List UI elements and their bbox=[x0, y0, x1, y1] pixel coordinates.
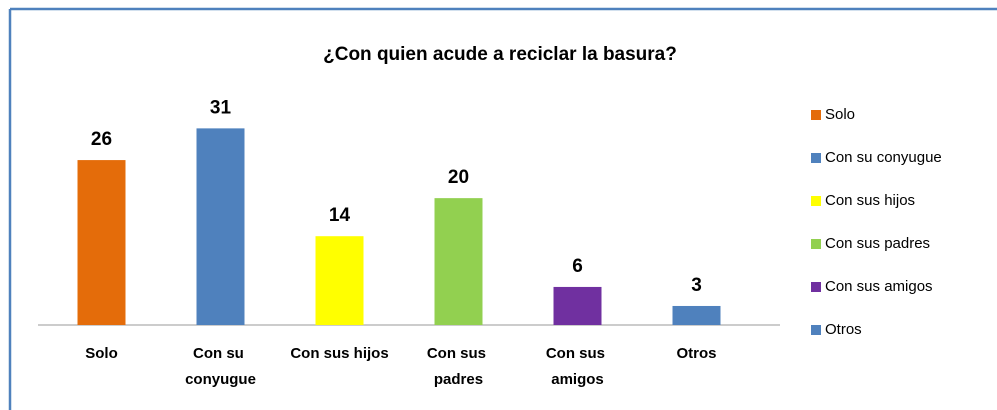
data-label: 14 bbox=[329, 205, 351, 226]
x-tick-label: Con sus hijos bbox=[290, 345, 388, 362]
bar bbox=[77, 160, 126, 325]
bar bbox=[434, 198, 483, 325]
data-label: 20 bbox=[448, 167, 469, 188]
bar bbox=[553, 286, 602, 325]
data-label: 31 bbox=[210, 97, 232, 118]
data-label: 3 bbox=[691, 275, 702, 296]
legend-label: Otros bbox=[825, 321, 862, 338]
bar bbox=[672, 305, 721, 325]
x-tick-label: Con sus padres bbox=[427, 345, 490, 388]
legend-swatch bbox=[811, 282, 821, 292]
chart-title: ¿Con quien acude a reciclar la basura? bbox=[323, 44, 677, 65]
legend-label: Con sus hijos bbox=[825, 192, 915, 209]
bar bbox=[196, 128, 245, 325]
data-label: 6 bbox=[572, 256, 583, 277]
x-tick-label: Solo bbox=[85, 345, 118, 362]
legend-swatch bbox=[811, 196, 821, 206]
legend-label: Con sus padres bbox=[825, 235, 930, 252]
legend-label: Con su conyugue bbox=[825, 149, 942, 166]
x-tick-label: Con su conyugue bbox=[185, 345, 256, 388]
legend-swatch bbox=[811, 239, 821, 249]
x-tick-label: Otros bbox=[676, 345, 716, 362]
legend-swatch bbox=[811, 325, 821, 335]
legend-swatch bbox=[811, 153, 821, 163]
legend-label: Con sus amigos bbox=[825, 278, 933, 295]
legend-label: Solo bbox=[825, 106, 855, 123]
legend-swatch bbox=[811, 110, 821, 120]
bar bbox=[315, 236, 364, 325]
data-label: 26 bbox=[91, 129, 112, 150]
x-tick-label: Con sus amigos bbox=[546, 345, 609, 388]
